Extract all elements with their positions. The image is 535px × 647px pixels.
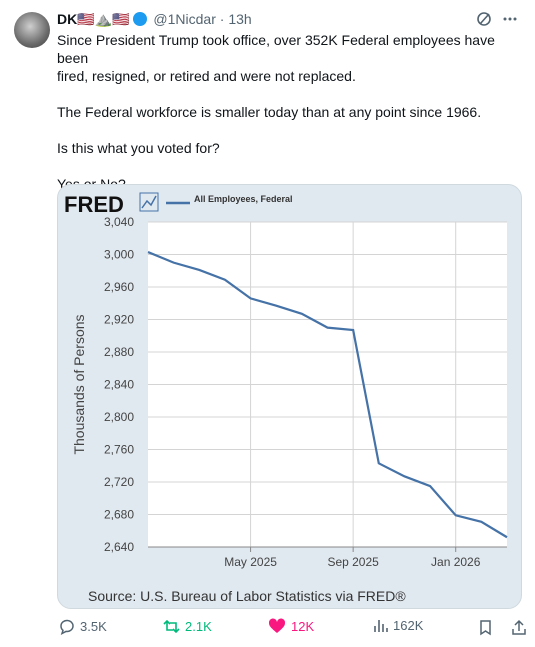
repost[interactable]: 2.1K <box>163 618 212 635</box>
y-tick-label: 2,920 <box>104 313 134 327</box>
header-icons <box>477 11 521 30</box>
x-tick-label: Jan 2026 <box>431 555 481 569</box>
like-count: 12K <box>291 619 315 634</box>
view-count: 162K <box>393 618 424 633</box>
y-tick-label: 2,840 <box>104 378 134 392</box>
y-tick-label: 3,000 <box>104 248 134 262</box>
text-line: The Federal workforce is smaller today t… <box>57 104 482 120</box>
chart-card[interactable]: 2,640 2,680 2,720 2,760 2,800 2,840 2,880 2,920… <box>57 184 522 609</box>
avatar[interactable] <box>14 12 50 48</box>
handle[interactable]: @1Nicdar <box>153 11 216 27</box>
reply-count: 3.5K <box>80 619 107 634</box>
grok-and-more[interactable] <box>477 11 521 27</box>
y-tick-label: 2,760 <box>104 443 134 457</box>
y-tick-label: 2,960 <box>104 280 134 294</box>
legend-label: All Employees, Federal <box>194 194 293 204</box>
y-tick-label: 2,880 <box>104 345 134 359</box>
y-tick-label: 2,720 <box>104 475 134 489</box>
text-line: Since President Trump took office, over … <box>57 32 495 66</box>
y-tick-label: 2,640 <box>104 540 134 554</box>
views[interactable]: 162K <box>373 618 423 633</box>
text-line: fired, resigned, or retired and were not… <box>57 68 356 84</box>
timestamp[interactable]: 13h <box>228 11 252 27</box>
source: Source: U.S. Bureau of Labor Statistics … <box>88 588 406 604</box>
repost-count: 2.1K <box>185 619 212 634</box>
y-tick-label: 2,800 <box>104 410 134 424</box>
author-name[interactable]: DK🇺🇸⛰️🇺🇸 <box>57 11 130 27</box>
logo-icon-line <box>141 195 157 209</box>
bookmark-share[interactable] <box>478 619 528 636</box>
tweet-header: DK🇺🇸⛰️🇺🇸 @1Nicdar · 13h <box>57 11 252 27</box>
logo: FRED <box>64 192 124 217</box>
verified-badge <box>132 12 147 26</box>
data-line <box>147 251 508 539</box>
tweet-text: Since President Trump took office, over … <box>57 31 527 193</box>
reply[interactable]: 3.5K <box>58 618 107 635</box>
like[interactable]: 12K <box>268 618 314 635</box>
y-tick-label: 2,680 <box>104 508 134 522</box>
chart: 2,640 2,680 2,720 2,760 2,800 2,840 2,880 2,920… <box>64 192 508 604</box>
logo-icon <box>139 192 159 212</box>
y-tick-label: 3,040 <box>104 215 134 229</box>
y-axis-label: Thousands of Persons <box>71 314 87 454</box>
text-line: Is this what you voted for? <box>57 140 220 156</box>
x-tick-label: Sep 2025 <box>327 555 379 569</box>
x-tick-label: May 2025 <box>224 555 277 569</box>
